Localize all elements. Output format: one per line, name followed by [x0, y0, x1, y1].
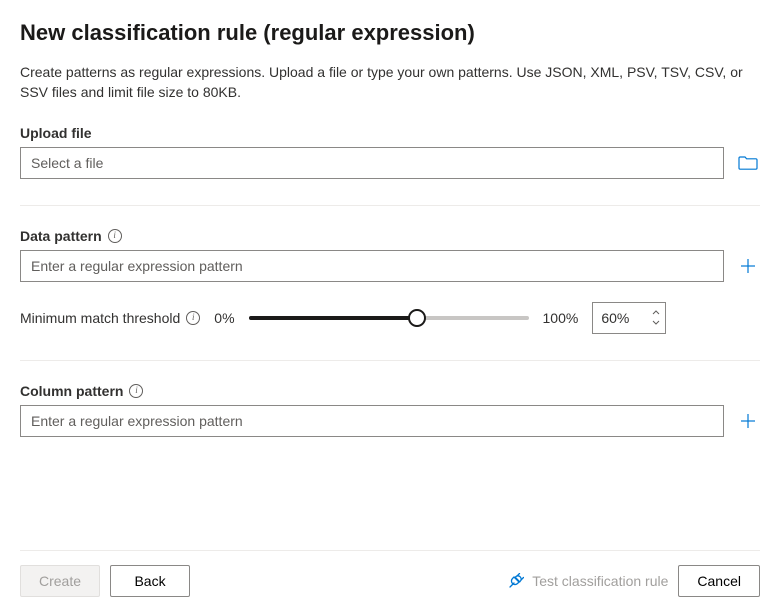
- threshold-spinner[interactable]: 60%: [592, 302, 666, 334]
- classification-rule-panel: New classification rule (regular express…: [0, 0, 784, 613]
- section-column-pattern: Column pattern i: [20, 383, 760, 437]
- data-pattern-input[interactable]: [20, 250, 724, 282]
- upload-file-label: Upload file: [20, 125, 760, 141]
- page-description: Create patterns as regular expressions. …: [20, 62, 760, 103]
- column-pattern-input[interactable]: [20, 405, 724, 437]
- info-icon[interactable]: i: [129, 384, 143, 398]
- section-upload: Upload file Select a file: [20, 125, 760, 179]
- form-scroll-area: New classification rule (regular express…: [20, 20, 760, 550]
- data-pattern-row: [20, 250, 760, 282]
- spinner-arrows: [651, 308, 665, 328]
- footer: Create Back Test classification rule Can…: [20, 550, 760, 613]
- info-icon[interactable]: i: [186, 311, 200, 325]
- column-pattern-label: Column pattern i: [20, 383, 760, 399]
- test-classification-label: Test classification rule: [532, 573, 668, 589]
- column-pattern-label-text: Column pattern: [20, 383, 123, 399]
- info-icon[interactable]: i: [108, 229, 122, 243]
- threshold-min-label: 0%: [214, 310, 234, 326]
- threshold-label-text: Minimum match threshold: [20, 310, 180, 326]
- threshold-label: Minimum match threshold i: [20, 310, 200, 326]
- threshold-max-label: 100%: [543, 310, 579, 326]
- upload-file-label-text: Upload file: [20, 125, 92, 141]
- cancel-button[interactable]: Cancel: [678, 565, 760, 597]
- create-button[interactable]: Create: [20, 565, 100, 597]
- plug-icon: [508, 573, 524, 589]
- section-data-pattern: Data pattern i Minimum match threshold i…: [20, 228, 760, 334]
- slider-fill: [249, 316, 417, 320]
- threshold-slider[interactable]: [249, 309, 529, 327]
- back-button[interactable]: Back: [110, 565, 190, 597]
- add-data-pattern-icon[interactable]: [736, 254, 760, 278]
- add-column-pattern-icon[interactable]: [736, 409, 760, 433]
- upload-file-placeholder: Select a file: [31, 155, 103, 171]
- divider: [20, 205, 760, 206]
- upload-file-row: Select a file: [20, 147, 760, 179]
- browse-folder-icon[interactable]: [736, 151, 760, 175]
- data-pattern-label: Data pattern i: [20, 228, 760, 244]
- data-pattern-label-text: Data pattern: [20, 228, 102, 244]
- chevron-down-icon[interactable]: [651, 318, 661, 328]
- divider: [20, 360, 760, 361]
- upload-file-input[interactable]: Select a file: [20, 147, 724, 179]
- threshold-row: Minimum match threshold i 0% 100% 60%: [20, 302, 760, 334]
- chevron-up-icon[interactable]: [651, 308, 661, 318]
- threshold-spinner-value: 60%: [593, 310, 651, 326]
- page-title: New classification rule (regular express…: [20, 20, 760, 46]
- test-classification-link[interactable]: Test classification rule: [508, 573, 668, 589]
- column-pattern-row: [20, 405, 760, 437]
- slider-thumb[interactable]: [408, 309, 426, 327]
